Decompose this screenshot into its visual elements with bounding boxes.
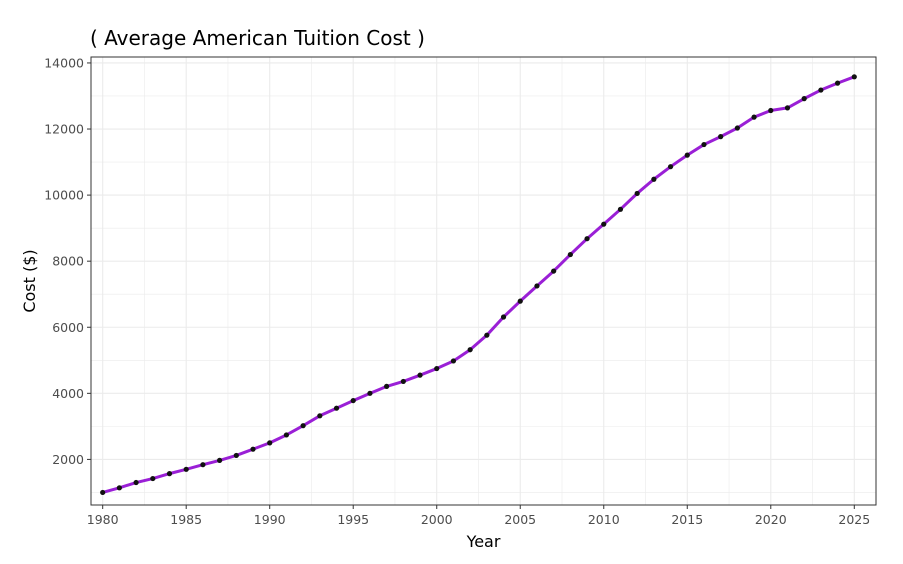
y-tick-label: 10000 [44,188,84,203]
data-point [701,141,707,148]
data-point [751,114,757,120]
data-point [500,314,507,320]
data-point [133,479,139,486]
x-tick-label: 2005 [504,512,536,527]
data-point [584,236,590,242]
data-point [617,206,624,212]
y-tick-label: 4000 [52,386,84,401]
x-tick-label: 1980 [87,512,119,527]
data-point [116,485,122,491]
data-point [300,423,306,429]
data-point [384,383,390,389]
x-axis-title: Year [466,532,501,551]
data-point [768,107,774,114]
data-point [200,462,206,468]
x-tick-label: 1990 [254,512,286,527]
y-tick-label: 14000 [44,55,84,70]
data-point [467,347,473,353]
data-point [517,298,523,304]
data-point [684,152,690,158]
data-point [434,365,440,372]
data-point [150,475,156,482]
data-point [634,190,640,197]
x-tick-label: 2015 [671,512,703,527]
data-point [534,283,540,289]
x-tick-label: 2025 [838,512,870,527]
data-point [801,96,807,102]
data-point [283,432,290,438]
y-tick-label: 6000 [52,320,84,335]
data-point [100,489,106,496]
y-axis-title: Cost ($) [20,249,39,312]
data-point [784,105,791,111]
data-point [250,446,256,452]
data-point [233,452,239,459]
data-point [484,332,490,338]
y-tick-label: 12000 [44,122,84,137]
data-point [551,268,557,274]
x-tick-label: 1995 [337,512,369,527]
data-point [450,358,457,364]
data-point [567,251,573,258]
y-tick-label: 8000 [52,254,84,269]
series-line [101,75,856,494]
x-tick-label: 2000 [421,512,453,527]
x-tick-label: 1985 [170,512,202,527]
data-point [166,471,173,477]
data-point [851,74,857,80]
data-point [417,372,423,378]
data-point [667,164,674,170]
data-point [834,80,841,86]
data-point [818,87,824,93]
x-tick-label: 2020 [755,512,787,527]
data-point [718,134,724,140]
data-point [601,221,607,227]
data-point [333,405,340,411]
data-point [183,466,189,472]
data-point [317,413,323,419]
data-point [651,176,657,182]
data-point [267,440,273,446]
y-tick-label: 2000 [52,452,84,467]
data-point [350,397,356,404]
chart-title: ( Average American Tuition Cost ) [90,26,425,50]
x-tick-label: 2010 [588,512,620,527]
panel-border [90,56,877,506]
data-point [367,390,373,396]
data-point [400,378,406,385]
data-point [734,125,740,131]
data-point [217,457,223,463]
